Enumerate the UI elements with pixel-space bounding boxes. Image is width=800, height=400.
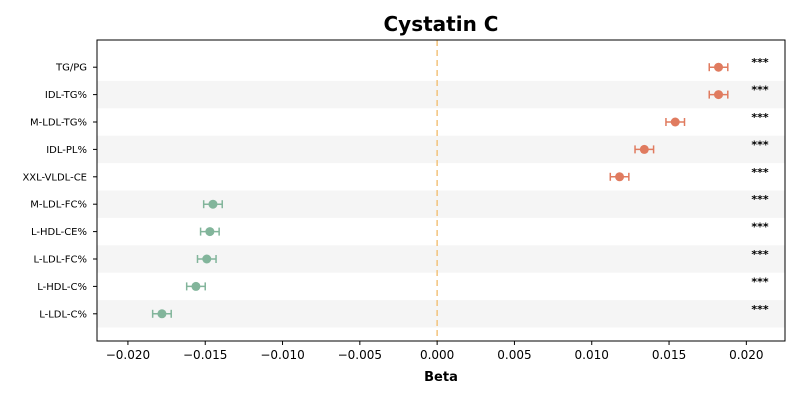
data-point <box>670 117 680 127</box>
data-point <box>202 254 212 264</box>
y-tick-label: L-LDL-FC% <box>33 255 87 266</box>
data-point <box>615 172 625 182</box>
row-bands <box>97 80 785 328</box>
x-tick-label: −0.020 <box>106 348 150 362</box>
data-point <box>714 90 724 100</box>
data-point <box>205 227 215 237</box>
data-point <box>208 199 218 209</box>
row-band <box>97 300 785 328</box>
data-points: *** *** *** *** *** *** *** *** *** *** <box>151 56 769 319</box>
data-point <box>714 62 724 72</box>
row-band <box>97 135 785 164</box>
significance-label: *** <box>751 248 769 261</box>
x-tick-label: 0.005 <box>497 348 531 362</box>
x-axis-label: Beta <box>424 370 458 385</box>
row-band <box>97 190 785 218</box>
y-axis-ticks: TG/PG IDL-TG% M-LDL-TG% IDL-PL% XXL-VLDL-CE M… <box>22 63 97 320</box>
y-tick-label: XXL-VLDL-CE <box>22 172 87 183</box>
plot-frame <box>96 39 786 342</box>
chart-title: Cystatin C <box>384 12 499 36</box>
x-tick-label: −0.015 <box>183 348 227 362</box>
y-tick-label: L-LDL-C% <box>39 309 87 320</box>
y-tick-label: M-LDL-FC% <box>30 200 87 211</box>
y-tick-label: IDL-PL% <box>46 145 87 156</box>
data-point <box>191 281 201 291</box>
y-tick-label: L-HDL-CE% <box>31 227 87 238</box>
x-tick-label: −0.010 <box>260 348 304 362</box>
significance-label: *** <box>751 138 769 151</box>
significance-label: *** <box>751 84 769 97</box>
significance-label: *** <box>751 303 769 316</box>
data-point <box>157 309 167 319</box>
y-tick-label: TG/PG <box>55 63 87 74</box>
significance-label: *** <box>751 111 769 124</box>
significance-label: *** <box>751 166 769 179</box>
data-point <box>639 144 649 154</box>
significance-label: *** <box>751 56 769 69</box>
y-tick-label: L-HDL-C% <box>37 282 87 293</box>
row-band <box>97 80 785 109</box>
x-axis-ticks: −0.020 −0.015 −0.010 −0.005 0.000 0.005 0.010 0… <box>106 341 764 362</box>
x-tick-label: 0.015 <box>652 348 686 362</box>
significance-label: *** <box>751 221 769 234</box>
significance-label: *** <box>751 193 769 206</box>
y-tick-label: M-LDL-TG% <box>30 118 87 129</box>
x-tick-label: −0.005 <box>338 348 382 362</box>
x-tick-label: 0.020 <box>729 348 763 362</box>
y-tick-label: IDL-TG% <box>45 90 87 101</box>
x-tick-label: 0.010 <box>575 348 609 362</box>
significance-label: *** <box>751 275 769 288</box>
x-tick-label: 0.000 <box>420 348 454 362</box>
